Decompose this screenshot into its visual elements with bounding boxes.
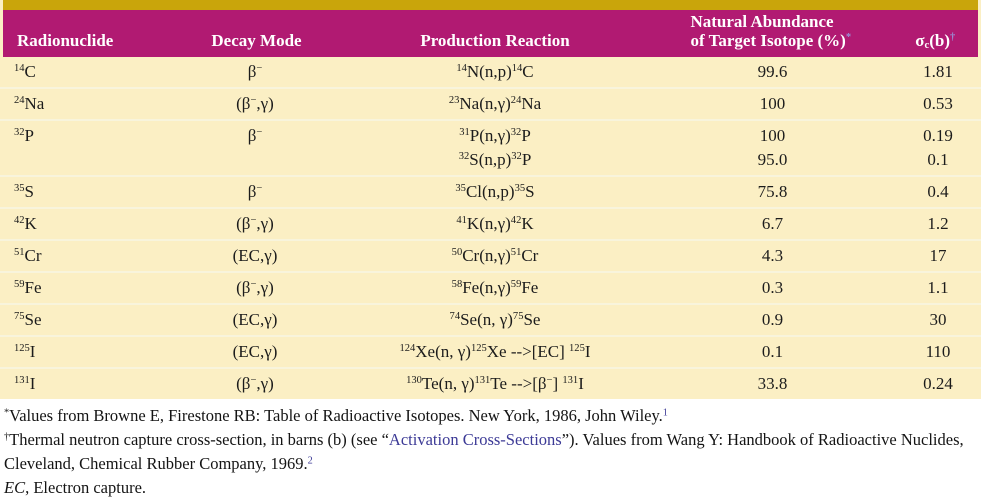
footnote-2: †Thermal neutron capture cross-section, … — [4, 430, 964, 473]
table-row: 14C β− 14N(n,p)14C 99.6 1.81 — [0, 57, 981, 89]
cell-sigma: 30 — [929, 310, 947, 329]
table-header-row: Radionuclide Decay Mode Production Reactio… — [3, 10, 978, 57]
cell-sigma: 1.1 — [927, 278, 949, 297]
cell-nuclide: 125I — [14, 342, 36, 361]
table-row: 75Se (EC,γ) 74Se(n, γ)75Se 0.9 30 — [0, 305, 981, 337]
cell-decay: (EC,γ) — [232, 342, 278, 361]
cell-nuclide: 32P — [14, 126, 34, 145]
table-row: 51Cr (EC,γ) 50Cr(n,γ)51Cr 4.3 17 — [0, 241, 981, 273]
table-row: 24Na (β−,γ) 23Na(n,γ)24Na 100 0.53 — [0, 89, 981, 121]
table-row: 35S β− 35Cl(n,p)35S 75.8 0.4 — [0, 177, 981, 209]
footnote-3: EC, Electron capture. — [4, 478, 147, 497]
cell-sigma: 0.4 — [927, 182, 949, 201]
table-top-accent-bar — [3, 0, 978, 10]
cell-decay: (β−,γ) — [236, 94, 274, 113]
cell-decay: (EC,γ) — [232, 310, 278, 329]
cell-decay: (β−,γ) — [236, 278, 274, 297]
cell-abundance: 0.1 — [761, 342, 784, 361]
column-header-sigma: σc(b)† — [915, 31, 956, 52]
cell-nuclide: 131I — [14, 374, 36, 393]
cell-decay: β− — [247, 126, 263, 145]
footnote-1: *Values from Browne E, Firestone RB: Tab… — [4, 406, 668, 425]
cell-abundance: 33.8 — [757, 374, 788, 393]
cell-reaction: 31P(n,γ)32P 32S(n,p)32P — [458, 126, 532, 169]
cell-nuclide: 59Fe — [14, 278, 42, 297]
column-header-reaction: Production Reaction — [420, 31, 570, 50]
cell-sigma: 0.53 — [923, 94, 953, 113]
cell-sigma: 110 — [925, 342, 951, 361]
cell-sigma: 0.24 — [923, 374, 953, 393]
footnotes: *Values from Browne E, Firestone RB: Tab… — [0, 399, 981, 500]
column-header-decay: Decay Mode — [211, 31, 302, 50]
activation-cross-sections-link[interactable]: Activation Cross-Sections — [388, 430, 562, 449]
cell-reaction: 14N(n,p)14C — [456, 62, 534, 81]
table-body: 14C β− 14N(n,p)14C 99.6 1.81 24Na (β−,γ) 23Na(n… — [0, 57, 981, 399]
cell-nuclide: 75Se — [14, 310, 42, 329]
cell-decay: β− — [247, 62, 263, 81]
table-row: 59Fe (β−,γ) 58Fe(n,γ)59Fe 0.3 1.1 — [0, 273, 981, 305]
cell-decay: β− — [247, 182, 263, 201]
cell-abundance: 6.7 — [761, 214, 784, 233]
cell-nuclide: 42K — [14, 214, 37, 233]
radionuclide-table: Radionuclide Decay Mode Production Reactio… — [0, 0, 981, 399]
table-row: 125I (EC,γ) 124Xe(n, γ)125Xe -->[EC] 125I 0… — [0, 337, 981, 369]
table-row: 42K (β−,γ) 41K(n,γ)42K 6.7 1.2 — [0, 209, 981, 241]
cell-sigma: 17 — [929, 246, 947, 265]
cell-abundance: 75.8 — [757, 182, 788, 201]
cell-reaction: 35Cl(n,p)35S — [455, 182, 535, 201]
column-header-abundance: Natural Abundance of Target Isotope (%)* — [690, 12, 852, 50]
cell-nuclide: 14C — [14, 62, 36, 81]
cell-abundance: 99.6 — [757, 62, 788, 81]
cell-nuclide: 35S — [14, 182, 34, 201]
cell-abundance: 100 — [759, 94, 786, 113]
cell-nuclide: 24Na — [14, 94, 45, 113]
cell-abundance: 100 95.0 — [757, 126, 788, 169]
cell-reaction: 74Se(n, γ)75Se — [449, 310, 541, 329]
cell-abundance: 0.9 — [761, 310, 784, 329]
column-header-nuclide: Radionuclide — [17, 31, 114, 50]
table-row: 32P β− 31P(n,γ)32P 32S(n,p)32P 100 95.0 0.19 0.… — [0, 121, 981, 177]
table-row: 131I (β−,γ) 130Te(n, γ)131Te -->[β−] 131I 3… — [0, 369, 981, 399]
cell-decay: (EC,γ) — [232, 246, 278, 265]
cell-abundance: 4.3 — [761, 246, 784, 265]
cell-sigma: 1.2 — [927, 214, 949, 233]
cell-reaction: 50Cr(n,γ)51Cr — [451, 246, 539, 265]
cell-sigma: 1.81 — [923, 62, 953, 81]
cell-sigma: 0.19 0.1 — [923, 126, 953, 169]
cell-decay: (β−,γ) — [236, 214, 274, 233]
cell-reaction: 130Te(n, γ)131Te -->[β−] 131I — [406, 374, 584, 393]
cell-reaction: 124Xe(n, γ)125Xe -->[EC] 125I — [399, 342, 591, 361]
cell-abundance: 0.3 — [761, 278, 784, 297]
cell-reaction: 41K(n,γ)42K — [456, 214, 534, 233]
cell-reaction: 23Na(n,γ)24Na — [448, 94, 542, 113]
cell-nuclide: 51Cr — [14, 246, 42, 265]
cell-reaction: 58Fe(n,γ)59Fe — [451, 278, 539, 297]
cell-decay: (β−,γ) — [236, 374, 274, 393]
